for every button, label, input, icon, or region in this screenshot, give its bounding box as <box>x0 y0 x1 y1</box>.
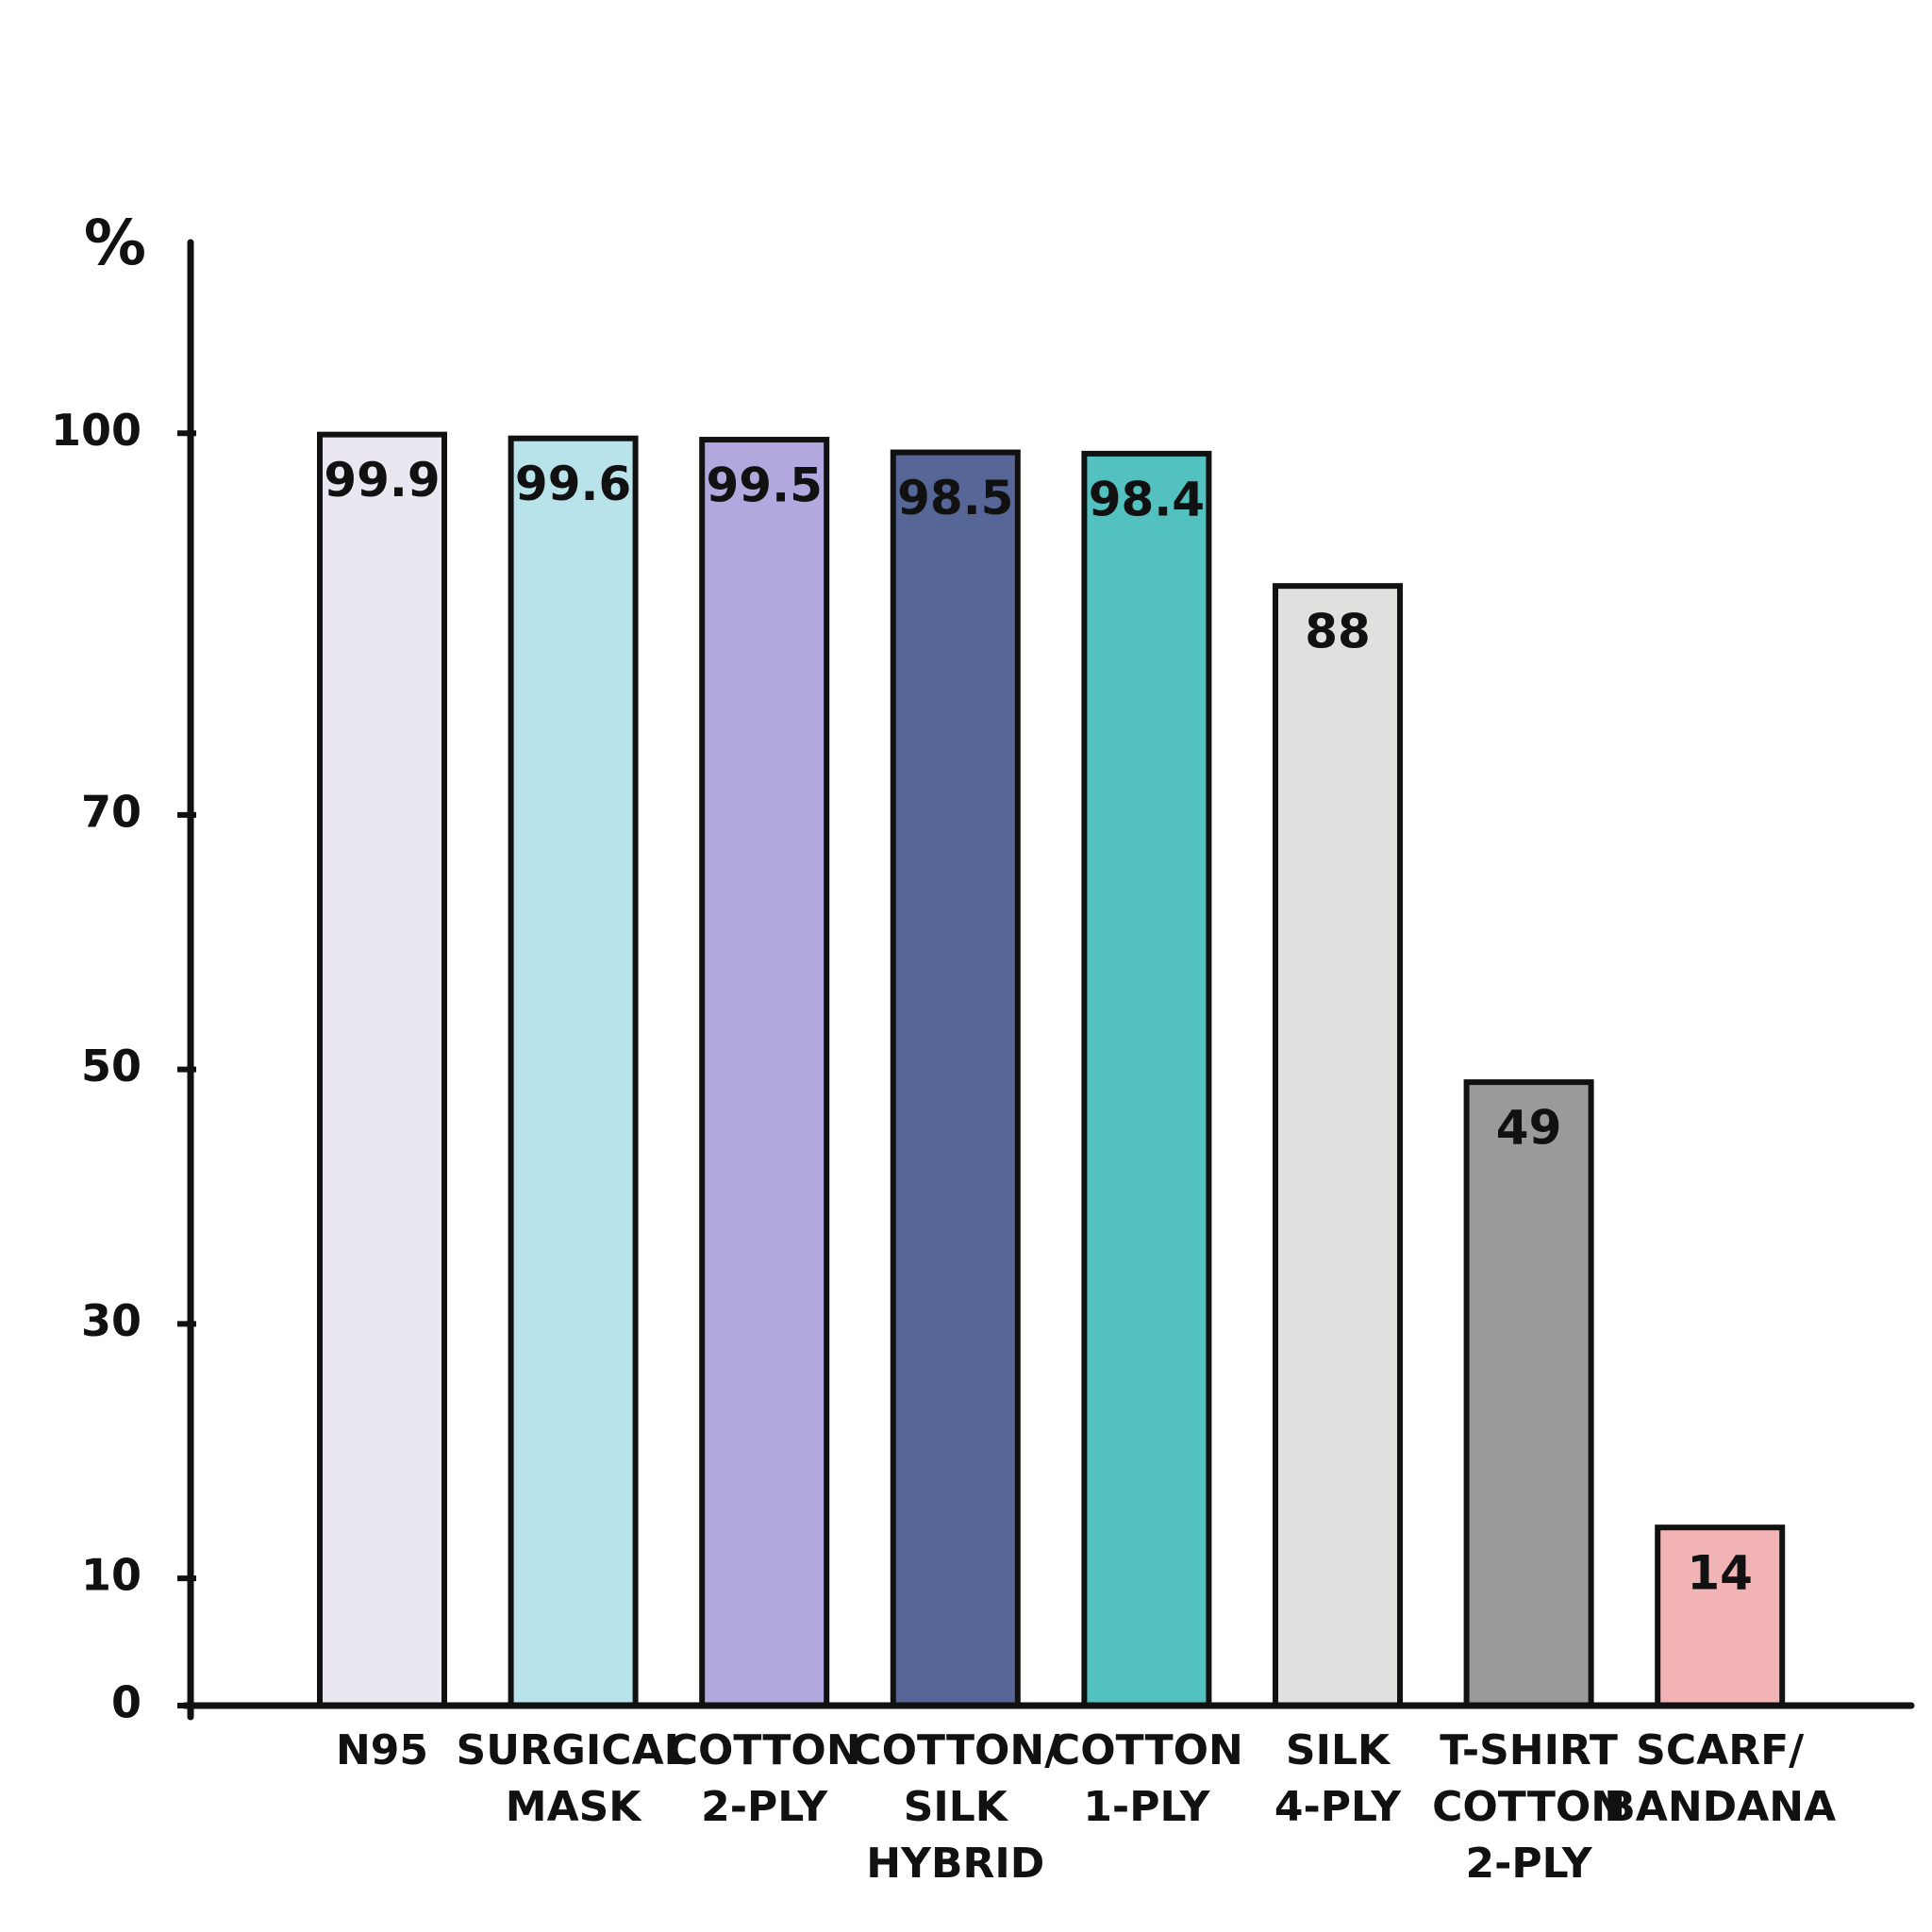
y-tick-label: 10 <box>81 1550 142 1601</box>
value-label: 98.4 <box>1089 472 1205 526</box>
y-tick-label: 70 <box>81 786 142 837</box>
y-axis-label: % <box>84 207 146 279</box>
y-tick-label: 0 <box>111 1677 142 1728</box>
bar <box>699 437 830 1708</box>
x-tick-label: N95 <box>336 1726 428 1774</box>
value-label: 49 <box>1496 1101 1562 1156</box>
bar <box>890 449 1021 1708</box>
bar <box>1273 583 1403 1708</box>
x-tick-label: T-SHIRT COTTON 2-PLY <box>1432 1726 1625 1888</box>
value-label: 88 <box>1305 605 1371 659</box>
bar <box>317 431 447 1708</box>
x-tick-label: SILK 4-PLY <box>1274 1726 1402 1831</box>
value-label: 98.5 <box>897 471 1013 525</box>
value-label: 99.6 <box>515 457 631 511</box>
x-tick-label: COTTON 2-PLY <box>668 1726 861 1831</box>
bar <box>508 435 639 1709</box>
value-label: 14 <box>1687 1546 1753 1601</box>
x-tick-label: SCARF/BANDANA <box>1604 1726 1836 1831</box>
value-label: 99.9 <box>324 453 440 508</box>
y-tick-label: 100 <box>51 405 142 456</box>
y-tick-label: 30 <box>81 1295 142 1346</box>
value-label: 99.5 <box>707 458 823 513</box>
x-tick-label: COTTON/SILK HYBRID <box>851 1726 1060 1888</box>
x-tick-label: SURGICAL MASK <box>457 1726 691 1831</box>
y-tick-label: 50 <box>81 1041 142 1091</box>
bar <box>1463 1079 1594 1708</box>
bar <box>1081 450 1212 1709</box>
x-tick-label: COTTON 1-PLY <box>1050 1726 1243 1831</box>
